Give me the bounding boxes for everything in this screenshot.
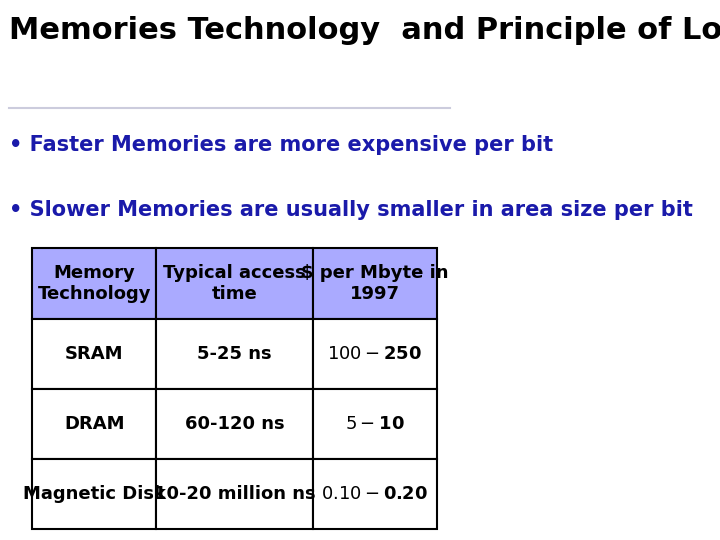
Bar <box>312 319 436 389</box>
Bar <box>32 248 156 319</box>
Bar <box>312 459 436 529</box>
Text: 5-25 ns: 5-25 ns <box>197 345 271 363</box>
Text: Memories Technology  and Principle of Locality: Memories Technology and Principle of Loc… <box>9 16 720 45</box>
Text: $0.10-$0.20: $0.10-$0.20 <box>321 485 428 503</box>
Text: $ per Mbyte in
1997: $ per Mbyte in 1997 <box>301 264 449 303</box>
Text: $100-$250: $100-$250 <box>327 345 422 363</box>
Bar <box>156 319 312 389</box>
Text: Magnetic Disk: Magnetic Disk <box>23 485 166 503</box>
Text: Typical access
time: Typical access time <box>163 264 306 303</box>
Text: • Faster Memories are more expensive per bit: • Faster Memories are more expensive per… <box>9 135 553 155</box>
Bar <box>32 389 156 459</box>
Bar <box>312 389 436 459</box>
Bar <box>312 248 436 319</box>
Bar <box>32 459 156 529</box>
Bar <box>156 248 312 319</box>
Text: 60-120 ns: 60-120 ns <box>184 415 284 433</box>
Text: DRAM: DRAM <box>64 415 125 433</box>
Text: • Slower Memories are usually smaller in area size per bit: • Slower Memories are usually smaller in… <box>9 200 693 220</box>
Bar <box>32 319 156 389</box>
Text: $5-$10: $5-$10 <box>345 415 405 433</box>
Text: 10-20 million ns: 10-20 million ns <box>153 485 315 503</box>
Bar <box>156 389 312 459</box>
Text: Memory
Technology: Memory Technology <box>37 264 151 303</box>
Text: SRAM: SRAM <box>65 345 123 363</box>
Bar <box>156 459 312 529</box>
